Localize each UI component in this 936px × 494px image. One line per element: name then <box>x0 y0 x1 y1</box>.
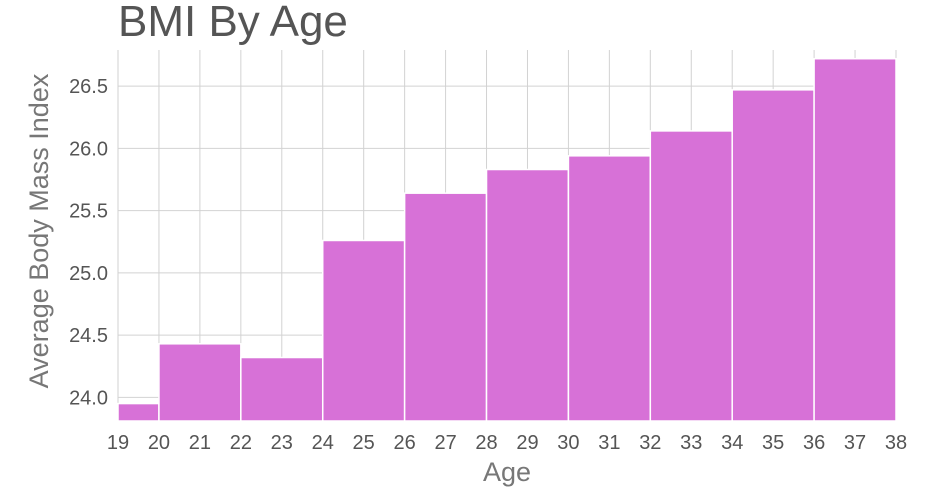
x-tick-label: 37 <box>844 432 866 454</box>
x-tick-label: 25 <box>353 432 375 454</box>
y-tick-label: 26.0 <box>69 138 108 160</box>
x-axis-label: Age <box>483 457 531 487</box>
x-tick-label: 33 <box>680 432 702 454</box>
x-tick-label: 34 <box>721 432 743 454</box>
bar <box>649 130 733 422</box>
bar <box>485 168 570 422</box>
y-tick-labels: 24.0 24.5 25.0 25.5 26.0 26.5 <box>69 76 108 409</box>
x-tick-label: 28 <box>475 432 497 454</box>
y-tick-label: 25.5 <box>69 201 108 223</box>
x-tick-label: 22 <box>230 432 252 454</box>
bar <box>117 402 160 422</box>
x-tick-label: 21 <box>189 432 211 454</box>
x-tick-label: 38 <box>885 432 907 454</box>
x-tick-label: 31 <box>598 432 620 454</box>
x-tick-label: 23 <box>271 432 293 454</box>
x-tick-label: 26 <box>394 432 416 454</box>
bar <box>731 89 815 422</box>
bar <box>813 57 897 422</box>
x-tick-label: 30 <box>557 432 579 454</box>
x-tick-label: 27 <box>434 432 456 454</box>
bar <box>240 356 324 422</box>
bar <box>403 192 488 422</box>
y-tick-label: 24.0 <box>69 387 108 409</box>
bar <box>567 155 652 422</box>
x-tick-label: 19 <box>107 432 129 454</box>
x-tick-label: 24 <box>312 432 334 454</box>
bars <box>117 57 897 422</box>
x-tick-label: 35 <box>762 432 784 454</box>
y-tick-label: 24.5 <box>69 325 108 347</box>
x-tick-label: 20 <box>148 432 170 454</box>
x-tick-labels: 19 20 21 22 23 24 25 26 27 28 29 30 31 32 33 34 35 36 37 38 <box>107 432 907 454</box>
y-axis-label: Average Body Mass Index <box>24 73 54 388</box>
bar <box>321 239 406 422</box>
bar <box>158 343 242 422</box>
x-tick-label: 32 <box>639 432 661 454</box>
x-tick-label: 36 <box>803 432 825 454</box>
chart-title: BMI By Age <box>118 0 348 46</box>
y-tick-label: 26.5 <box>69 76 108 98</box>
y-tick-label: 25.0 <box>69 263 108 285</box>
x-tick-label: 29 <box>516 432 538 454</box>
